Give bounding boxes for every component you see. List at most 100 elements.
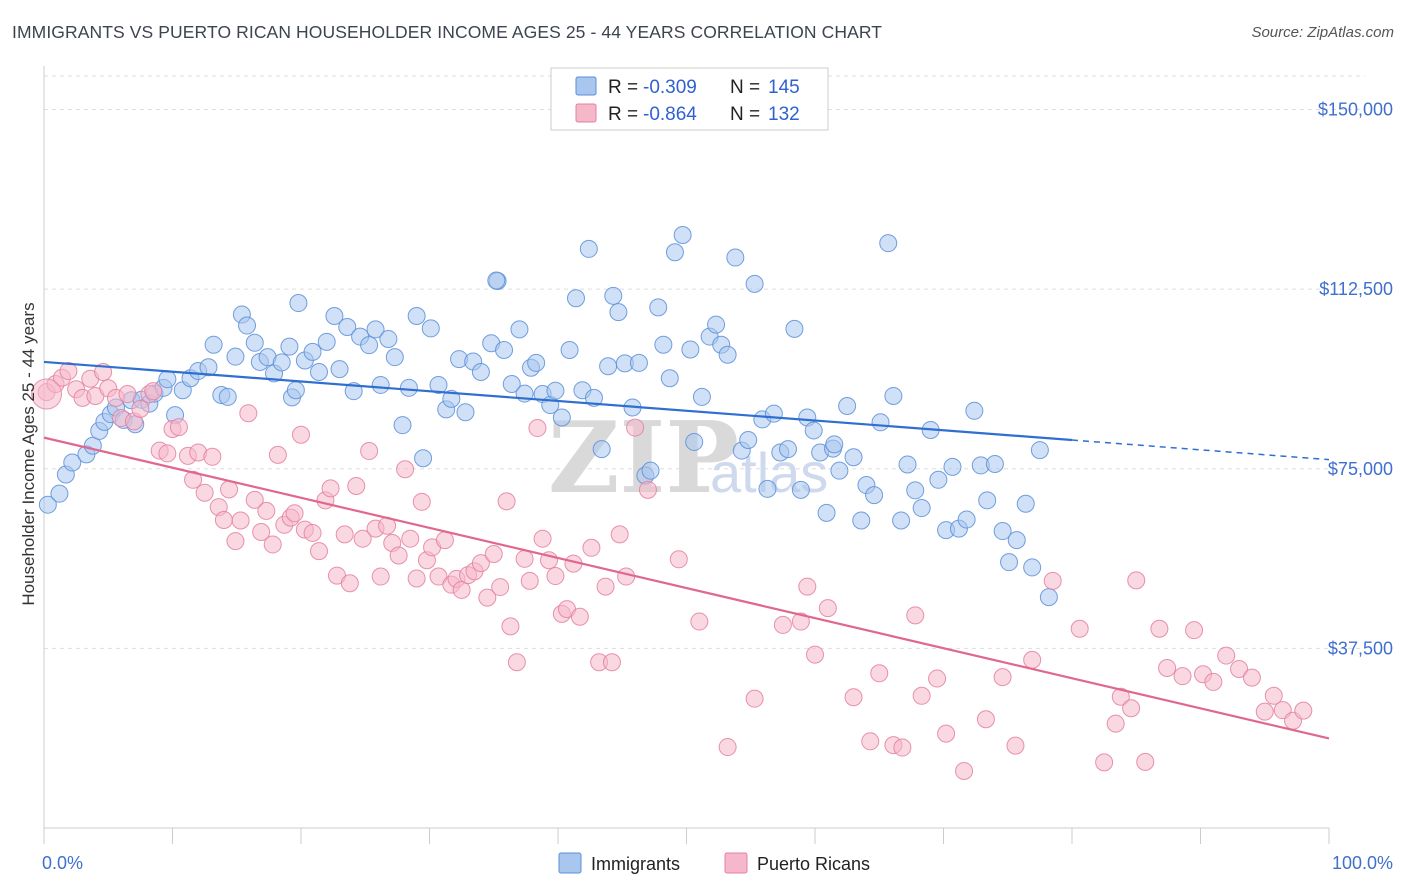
immigrants-point-47 <box>366 320 385 339</box>
immigrants-point-17 <box>158 370 177 389</box>
immigrants-trend-line-extension <box>1071 439 1330 461</box>
puerto-ricans-point-93 <box>626 418 645 437</box>
puerto-ricans-point-3 <box>59 362 78 381</box>
immigrants-point-34 <box>280 337 299 356</box>
puerto-ricans-point-36 <box>268 445 287 464</box>
puerto-ricans-point-73 <box>491 578 510 597</box>
immigrants-point-74 <box>552 408 571 427</box>
puerto-ricans-point-118 <box>1043 571 1062 590</box>
immigrants-point-93 <box>673 226 692 245</box>
immigrants-point-136 <box>965 401 984 420</box>
puerto-ricans-point-103 <box>818 599 837 618</box>
puerto-ricans-point-134 <box>1242 668 1261 687</box>
puerto-ricans-point-39 <box>285 504 304 523</box>
puerto-ricans-point-90 <box>602 653 621 672</box>
legend-r-value-1: -0.309 <box>643 77 697 98</box>
puerto-ricans-point-43 <box>309 542 328 561</box>
immigrants-point-55 <box>421 319 440 338</box>
immigrants-point-78 <box>579 239 598 258</box>
puerto-ricans-point-117 <box>1023 650 1042 669</box>
puerto-ricans-points <box>31 362 1313 781</box>
immigrants-point-70 <box>527 353 546 372</box>
puerto-ricans-point-115 <box>993 668 1012 687</box>
immigrants-point-122 <box>865 486 884 505</box>
puerto-ricans-point-42 <box>303 523 322 542</box>
puerto-ricans-point-91 <box>610 525 629 544</box>
puerto-ricans-point-27 <box>214 511 233 530</box>
immigrants-point-43 <box>338 317 357 336</box>
immigrants-point-118 <box>838 397 857 416</box>
puerto-ricans-point-22 <box>184 470 203 489</box>
puerto-ricans-point-33 <box>252 522 271 541</box>
immigrants-point-88 <box>641 461 660 480</box>
immigrants-point-41 <box>325 306 344 325</box>
immigrants-point-82 <box>604 286 623 305</box>
immigrants-point-22 <box>199 358 218 377</box>
y-tick-label-3: $150,000 <box>1318 100 1393 120</box>
immigrants-point-33 <box>272 353 291 372</box>
puerto-ricans-point-58 <box>401 529 420 548</box>
puerto-ricans-point-125 <box>1136 752 1155 771</box>
legend-n-label-2: N = <box>730 104 760 125</box>
puerto-ricans-point-82 <box>546 567 565 586</box>
axes <box>43 66 1330 844</box>
puerto-ricans-point-128 <box>1173 667 1192 686</box>
immigrants-point-58 <box>442 389 461 408</box>
puerto-ricans-point-cluster <box>31 378 63 410</box>
legend-r-value-2: -0.864 <box>643 104 697 125</box>
immigrants-trend-line <box>43 360 1073 442</box>
puerto-ricans-point-111 <box>928 669 947 688</box>
puerto-ricans-point-47 <box>335 525 354 544</box>
immigrants-point-91 <box>660 369 679 388</box>
series-legend: Immigrants Puerto Ricans <box>558 852 870 874</box>
puerto-ricans-point-12 <box>118 385 137 404</box>
immigrants-point-131 <box>929 470 948 489</box>
immigrants-point-26 <box>226 347 245 366</box>
immigrants-point-142 <box>1007 531 1026 550</box>
immigrants-point-147 <box>487 271 506 290</box>
immigrants-point-75 <box>560 340 579 359</box>
immigrants-point-140 <box>993 522 1012 541</box>
correlation-legend: R = -0.309 N = 145 R = -0.864 N = 132 <box>550 67 829 131</box>
puerto-ricans-point-97 <box>718 738 737 757</box>
puerto-ricans-point-102 <box>806 645 824 664</box>
puerto-ricans-point-72 <box>484 545 503 564</box>
immigrants-points <box>38 226 1058 607</box>
puerto-ricans-point-60 <box>412 492 431 511</box>
immigrants-point-46 <box>360 336 379 355</box>
puerto-ricans-point-31 <box>239 404 258 423</box>
immigrants-point-40 <box>317 332 336 351</box>
puerto-ricans-point-114 <box>976 710 995 729</box>
puerto-ricans-point-20 <box>169 418 188 437</box>
puerto-ricans-point-14 <box>131 399 150 418</box>
x-tick-label-1: 100.0% <box>1332 853 1393 873</box>
legend-n-label-1: N = <box>730 77 760 98</box>
puerto-ricans-point-127 <box>1158 659 1177 678</box>
immigrants-point-100 <box>718 345 737 364</box>
puerto-ricans-point-116 <box>1006 736 1025 755</box>
puerto-ricans-point-64 <box>435 531 454 550</box>
puerto-ricans-point-96 <box>690 612 709 631</box>
immigrants-point-110 <box>785 319 804 338</box>
immigrants-point-144 <box>1023 558 1042 577</box>
puerto-ricans-point-59 <box>407 569 426 588</box>
immigrants-point-73 <box>546 381 565 400</box>
puerto-ricans-point-51 <box>360 442 379 461</box>
puerto-ricans-point-120 <box>1095 753 1114 772</box>
immigrants-point-23 <box>204 335 223 354</box>
legend-n-value-1: 145 <box>768 77 800 98</box>
immigrants-point-138 <box>978 491 997 510</box>
puerto-ricans-point-99 <box>773 615 792 634</box>
puerto-ricans-point-119 <box>1070 619 1089 638</box>
immigrants-point-51 <box>393 416 412 435</box>
legend-swatch-immigrants <box>575 76 597 96</box>
immigrants-point-0 <box>38 495 57 514</box>
immigrants-point-29 <box>245 333 264 352</box>
puerto-ricans-point-105 <box>861 732 880 751</box>
x-tick-labels: 0.0% 100.0% <box>42 853 1393 873</box>
puerto-ricans-point-77 <box>515 549 534 568</box>
immigrants-point-133 <box>943 457 962 476</box>
puerto-ricans-point-80 <box>533 529 552 548</box>
puerto-ricans-point-132 <box>1217 646 1236 665</box>
